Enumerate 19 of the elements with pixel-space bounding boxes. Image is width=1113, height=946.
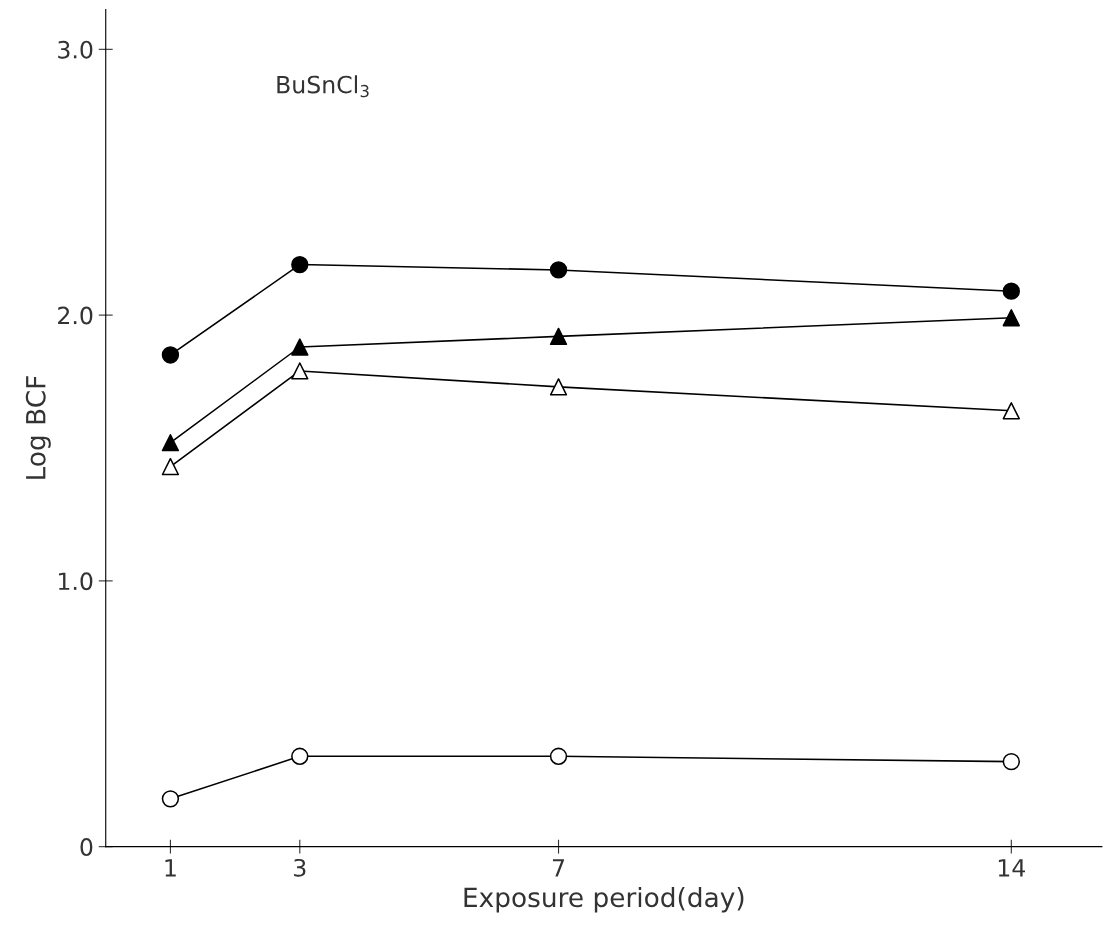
point	[291, 362, 309, 380]
y-tick-label: 3.0	[58, 40, 93, 59]
point	[549, 378, 568, 396]
y-axis-title: Log BCF	[25, 376, 51, 479]
annotation: BuSnCl$_{3}$	[277, 75, 369, 98]
point	[161, 457, 180, 476]
x-axis-title: Exposure period(day)	[464, 886, 744, 913]
y-tick-label: 2.0	[58, 306, 93, 325]
point	[1002, 402, 1020, 420]
x-tick-label: 1	[165, 859, 176, 877]
x-tick-label: 3	[294, 858, 306, 877]
point	[161, 434, 180, 452]
x-tick-label: 14	[998, 859, 1026, 877]
x-tick-label: 7	[552, 859, 565, 877]
point	[291, 338, 309, 356]
point	[1002, 309, 1020, 327]
y-tick-label: 1.0	[58, 572, 93, 591]
y-tick-label: 0	[80, 838, 93, 856]
point	[549, 327, 568, 346]
